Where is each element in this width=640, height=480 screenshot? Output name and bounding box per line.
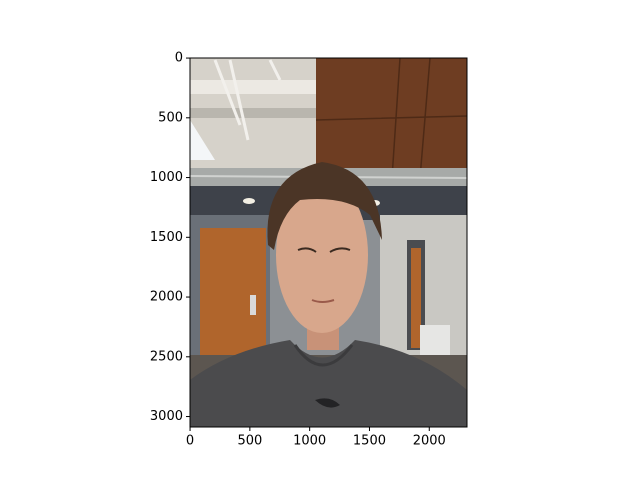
x-tick-label: 500: [237, 434, 262, 449]
x-tick-label: 0: [186, 434, 194, 449]
image: [190, 58, 467, 427]
y-tick-label: 0: [175, 51, 183, 66]
y-tick-label: 2000: [150, 290, 183, 305]
y-tick-label: 3000: [150, 409, 183, 424]
y-tick-label: 2500: [150, 349, 183, 364]
x-tick-label: 1000: [293, 434, 326, 449]
y-tick-label: 1500: [150, 230, 183, 245]
y-tick-label: 500: [158, 110, 183, 125]
x-tick-label: 1500: [353, 434, 386, 449]
y-tick-label: 1000: [150, 170, 183, 185]
x-tick-label: 2000: [413, 434, 446, 449]
axes-frame: [189, 57, 468, 428]
